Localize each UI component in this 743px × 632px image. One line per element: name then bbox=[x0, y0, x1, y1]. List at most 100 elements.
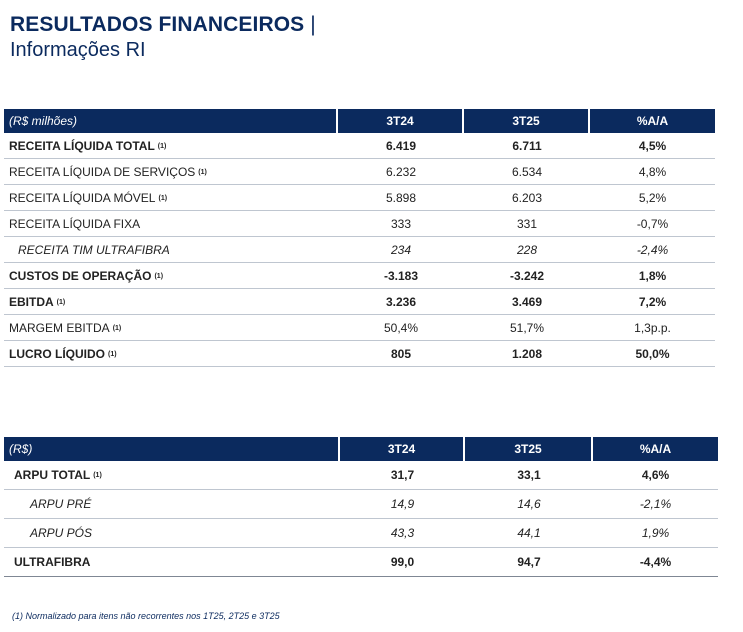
value-change: 50,0% bbox=[590, 341, 715, 367]
value-period-2: 228 bbox=[464, 237, 590, 263]
value-period-1: -3.183 bbox=[338, 263, 464, 289]
value-period-2: 331 bbox=[464, 211, 590, 237]
page-subtitle: Informações RI bbox=[10, 39, 146, 61]
value-period-1: 14,9 bbox=[340, 490, 465, 519]
footnote-marker: (1) bbox=[56, 298, 66, 306]
footnote-marker: (1) bbox=[93, 472, 102, 479]
row-label: RECEITA LÍQUIDA DE SERVIÇOS (1) bbox=[4, 159, 338, 185]
row-label-text: MARGEM EBITDA bbox=[9, 320, 110, 335]
value-period-2: 1.208 bbox=[464, 341, 590, 367]
column-header-change: %A/A bbox=[590, 109, 715, 133]
row-label: ARPU PÓS bbox=[4, 519, 340, 548]
value-period-1: 6.419 bbox=[338, 133, 464, 159]
value-period-2: 94,7 bbox=[465, 548, 593, 577]
column-header-period-2: 3T25 bbox=[464, 109, 590, 133]
table-row: CUSTOS DE OPERAÇÃO (1) -3.183 -3.242 1,8% bbox=[4, 263, 715, 289]
row-label: ARPU PRÉ bbox=[4, 490, 340, 519]
value-period-1: 3.236 bbox=[338, 289, 464, 315]
value-change: -0,7% bbox=[590, 211, 715, 237]
row-label-text: RECEITA LÍQUIDA MÓVEL bbox=[9, 190, 156, 205]
value-period-1: 333 bbox=[338, 211, 464, 237]
row-label-text: CUSTOS DE OPERAÇÃO bbox=[9, 268, 152, 283]
row-label: RECEITA TIM ULTRAFIBRA bbox=[4, 237, 338, 263]
row-label-text: RECEITA TIM ULTRAFIBRA bbox=[18, 242, 170, 257]
column-header-unit: (R$) bbox=[4, 437, 340, 461]
table-header-row: (R$ milhões) 3T24 3T25 %A/A bbox=[4, 109, 715, 133]
value-period-2: 6.711 bbox=[464, 133, 590, 159]
value-period-1: 50,4% bbox=[338, 315, 464, 341]
row-label: RECEITA LÍQUIDA MÓVEL (1) bbox=[4, 185, 338, 211]
table-row: ULTRAFIBRA 99,0 94,7 -4,4% bbox=[4, 548, 718, 577]
table-row: LUCRO LÍQUIDO (1) 805 1.208 50,0% bbox=[4, 341, 715, 367]
financial-results-table: (R$ milhões) 3T24 3T25 %A/A RECEITA LÍQU… bbox=[4, 109, 715, 367]
value-period-1: 5.898 bbox=[338, 185, 464, 211]
row-label: ULTRAFIBRA bbox=[4, 548, 340, 577]
value-change: 1,3p.p. bbox=[590, 315, 715, 341]
value-period-2: -3.242 bbox=[464, 263, 590, 289]
table-row: ARPU PRÉ 14,9 14,6 -2,1% bbox=[4, 490, 718, 519]
value-period-2: 14,6 bbox=[465, 490, 593, 519]
value-change: 4,8% bbox=[590, 159, 715, 185]
row-label-text: ARPU PRÉ bbox=[30, 497, 92, 511]
column-header-change: %A/A bbox=[593, 437, 718, 461]
row-label: CUSTOS DE OPERAÇÃO (1) bbox=[4, 263, 338, 289]
table-row: RECEITA LÍQUIDA MÓVEL (1) 5.898 6.203 5,2% bbox=[4, 185, 715, 211]
page-title: RESULTADOS FINANCEIROS | bbox=[10, 13, 316, 36]
value-change: 5,2% bbox=[590, 185, 715, 211]
row-label: ARPU TOTAL (1) bbox=[4, 461, 340, 490]
row-label-text: ARPU PÓS bbox=[30, 526, 93, 540]
table-row: MARGEM EBITDA (1) 50,4% 51,7% 1,3p.p. bbox=[4, 315, 715, 341]
value-period-2: 3.469 bbox=[464, 289, 590, 315]
row-label-text: RECEITA LÍQUIDA DE SERVIÇOS bbox=[9, 164, 196, 179]
row-label-text: RECEITA LÍQUIDA TOTAL bbox=[9, 138, 155, 153]
arpu-table: (R$) 3T24 3T25 %A/A ARPU TOTAL (1) 31,7 33,… bbox=[4, 437, 718, 577]
value-period-1: 99,0 bbox=[340, 548, 465, 577]
table-row: RECEITA LÍQUIDA DE SERVIÇOS (1) 6.232 6.534… bbox=[4, 159, 715, 185]
table-row: EBITDA (1) 3.236 3.469 7,2% bbox=[4, 289, 715, 315]
footnote-marker: (1) bbox=[112, 324, 122, 332]
table-row: ARPU TOTAL (1) 31,7 33,1 4,6% bbox=[4, 461, 718, 490]
table-row: ARPU PÓS 43,3 44,1 1,9% bbox=[4, 519, 718, 548]
column-header-unit: (R$ milhões) bbox=[4, 109, 338, 133]
value-change: 7,2% bbox=[590, 289, 715, 315]
value-period-2: 51,7% bbox=[464, 315, 590, 341]
value-change: 4,5% bbox=[590, 133, 715, 159]
row-label: LUCRO LÍQUIDO (1) bbox=[4, 341, 338, 367]
column-header-period-1: 3T24 bbox=[340, 437, 465, 461]
row-label: RECEITA LÍQUIDA FIXA bbox=[4, 211, 338, 237]
footnote: (1) Normalizado para itens não recorrent… bbox=[12, 611, 280, 621]
column-header-period-2: 3T25 bbox=[465, 437, 593, 461]
table-row: RECEITA LÍQUIDA TOTAL (1) 6.419 6.711 4,5% bbox=[4, 133, 715, 159]
footnote-marker: (1) bbox=[158, 194, 168, 202]
value-period-2: 6.534 bbox=[464, 159, 590, 185]
row-label-text: LUCRO LÍQUIDO bbox=[9, 346, 105, 361]
value-period-1: 6.232 bbox=[338, 159, 464, 185]
row-label-text: RECEITA LÍQUIDA FIXA bbox=[9, 216, 141, 231]
row-label: MARGEM EBITDA (1) bbox=[4, 315, 338, 341]
value-period-2: 44,1 bbox=[465, 519, 593, 548]
table-row: RECEITA LÍQUIDA FIXA 333 331 -0,7% bbox=[4, 211, 715, 237]
value-change: 1,8% bbox=[590, 263, 715, 289]
value-change: -2,4% bbox=[590, 237, 715, 263]
value-period-1: 43,3 bbox=[340, 519, 465, 548]
value-change: -2,1% bbox=[593, 490, 718, 519]
value-period-1: 805 bbox=[338, 341, 464, 367]
value-change: 4,6% bbox=[593, 461, 718, 490]
table-header-row: (R$) 3T24 3T25 %A/A bbox=[4, 437, 718, 461]
column-header-period-1: 3T24 bbox=[338, 109, 464, 133]
value-period-1: 234 bbox=[338, 237, 464, 263]
row-label-text: ULTRAFIBRA bbox=[14, 555, 91, 569]
report-title-block: RESULTADOS FINANCEIROS | Informações RI bbox=[10, 12, 316, 62]
financial-results-body: RECEITA LÍQUIDA TOTAL (1) 6.419 6.711 4,5% RE… bbox=[4, 133, 715, 367]
row-label: EBITDA (1) bbox=[4, 289, 338, 315]
footnote-marker: (1) bbox=[157, 142, 167, 150]
value-period-2: 33,1 bbox=[465, 461, 593, 490]
arpu-body: ARPU TOTAL (1) 31,7 33,1 4,6% ARPU PRÉ 14,9 14,… bbox=[4, 461, 718, 577]
row-label: RECEITA LÍQUIDA TOTAL (1) bbox=[4, 133, 338, 159]
table-row: RECEITA TIM ULTRAFIBRA 234 228 -2,4% bbox=[4, 237, 715, 263]
value-change: -4,4% bbox=[593, 548, 718, 577]
value-period-1: 31,7 bbox=[340, 461, 465, 490]
footnote-marker: (1) bbox=[198, 168, 207, 176]
value-period-2: 6.203 bbox=[464, 185, 590, 211]
value-change: 1,9% bbox=[593, 519, 718, 548]
